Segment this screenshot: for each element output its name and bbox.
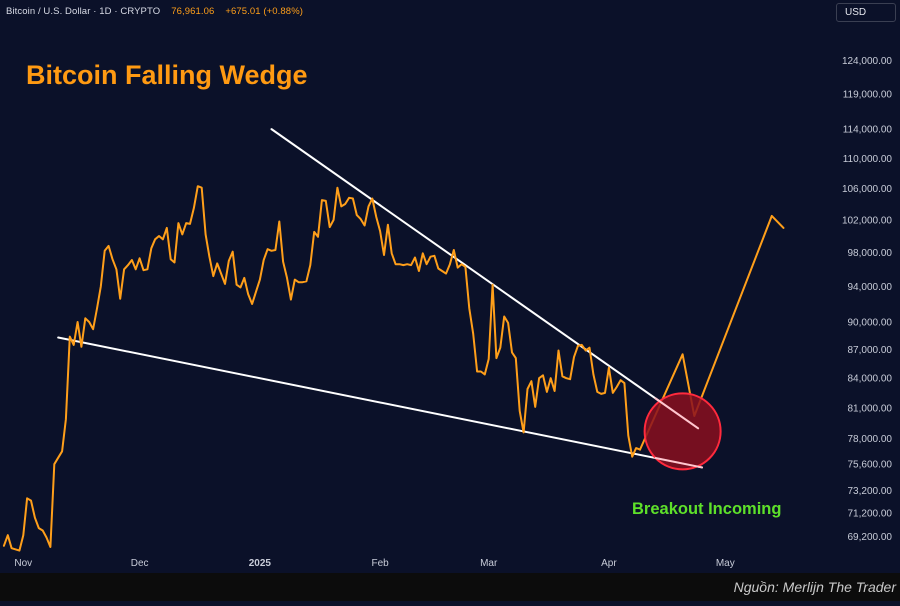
currency-button[interactable]: USD	[836, 3, 896, 22]
x-tick-label: Apr	[601, 558, 617, 569]
chart-title: Bitcoin Falling Wedge	[26, 60, 308, 90]
price-line	[2, 185, 641, 552]
x-tick-label: 2025	[249, 558, 272, 569]
last-price: 76,961.06	[171, 6, 215, 17]
x-tick-label: Mar	[480, 558, 498, 569]
y-tick-label: 94,000.00	[848, 282, 893, 293]
y-tick-label: 81,000.00	[848, 403, 893, 414]
symbol-name: Bitcoin / U.S. Dollar	[6, 6, 91, 17]
y-tick-label: 102,000.00	[842, 215, 892, 226]
y-tick-label: 114,000.00	[843, 125, 893, 136]
source-credit: Nguồn: Merlijn The Trader	[733, 579, 896, 595]
y-tick-label: 84,000.00	[848, 374, 893, 385]
y-tick-label: 106,000.00	[842, 184, 892, 195]
y-tick-label: 78,000.00	[848, 434, 893, 445]
trendline-lower-in-circle	[654, 457, 704, 469]
y-tick-label: 110,000.00	[843, 154, 893, 165]
x-tick-label: May	[716, 558, 735, 569]
y-tick-label: 87,000.00	[848, 345, 893, 356]
breakout-annotation: Breakout Incoming	[632, 500, 782, 518]
trendline-lower	[57, 336, 704, 469]
trendline-upper	[270, 128, 700, 430]
y-tick-label: 90,000.00	[848, 317, 893, 328]
interval-label: 1D	[99, 6, 112, 17]
symbol-header: Bitcoin / U.S. Dollar · 1D · CRYPTO 76,9…	[6, 6, 303, 17]
market-label: CRYPTO	[120, 6, 161, 17]
price-change: +675.01 (+0.88%)	[225, 6, 303, 17]
breakout-circle	[643, 392, 722, 471]
x-tick-label: Nov	[14, 558, 32, 569]
x-tick-label: Feb	[371, 558, 389, 569]
y-tick-label: 124,000.00	[842, 56, 892, 67]
y-tick-label: 98,000.00	[848, 248, 893, 259]
trendline-upper-in-circle	[654, 397, 700, 430]
x-tick-label: Dec	[131, 558, 149, 569]
y-tick-label: 69,200.00	[848, 532, 893, 543]
source-footer: Nguồn: Merlijn The Trader	[0, 573, 900, 601]
y-tick-label: 73,200.00	[848, 486, 893, 497]
y-tick-label: 75,600.00	[848, 460, 893, 471]
y-tick-label: 71,200.00	[848, 509, 893, 520]
y-tick-label: 119,000.00	[843, 90, 893, 101]
